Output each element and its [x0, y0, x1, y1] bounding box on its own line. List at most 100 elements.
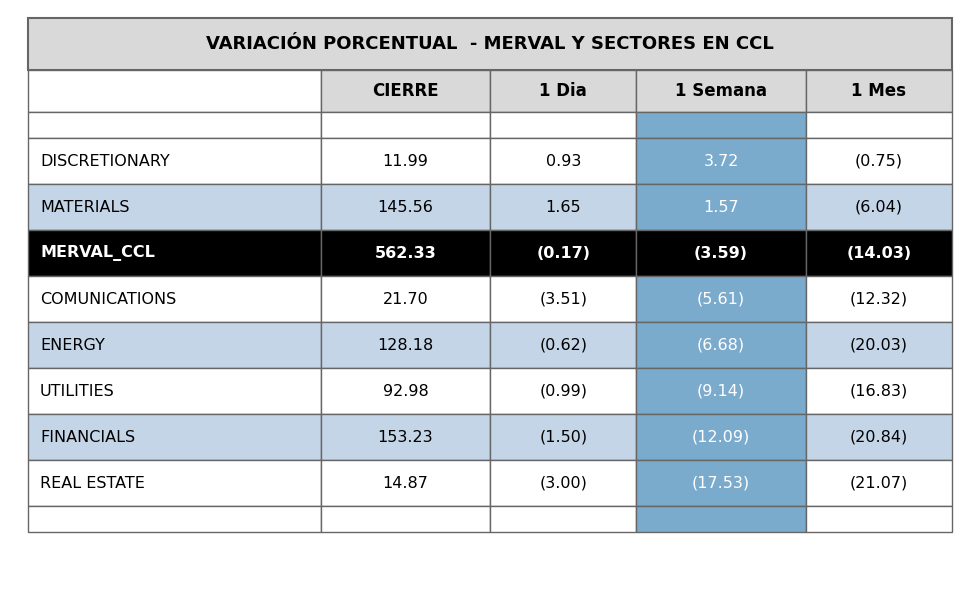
Text: 14.87: 14.87: [382, 475, 428, 490]
Text: 1 Mes: 1 Mes: [852, 82, 906, 100]
Text: (12.32): (12.32): [850, 292, 907, 306]
Bar: [490, 184, 636, 230]
Bar: [28, 230, 321, 276]
Text: 562.33: 562.33: [374, 245, 436, 260]
Bar: [806, 414, 952, 460]
Text: (3.51): (3.51): [539, 292, 587, 306]
Bar: [806, 322, 952, 368]
Bar: [28, 276, 321, 322]
Text: 145.56: 145.56: [377, 199, 433, 214]
Bar: [636, 230, 806, 276]
Bar: [28, 184, 321, 230]
Text: 1.65: 1.65: [546, 199, 581, 214]
Bar: [28, 112, 321, 138]
Bar: [321, 276, 490, 322]
Bar: [321, 112, 490, 138]
Bar: [321, 414, 490, 460]
Bar: [321, 322, 490, 368]
Bar: [490, 70, 636, 112]
Text: FINANCIALS: FINANCIALS: [40, 429, 135, 445]
Text: 153.23: 153.23: [377, 429, 433, 445]
Bar: [806, 112, 952, 138]
Bar: [636, 184, 806, 230]
Text: (0.62): (0.62): [539, 338, 587, 353]
Text: 1 Semana: 1 Semana: [675, 82, 767, 100]
Bar: [636, 322, 806, 368]
Text: (12.09): (12.09): [692, 429, 750, 445]
Text: 1 Dia: 1 Dia: [539, 82, 587, 100]
Text: ENERGY: ENERGY: [40, 338, 105, 353]
Bar: [321, 506, 490, 532]
Text: DISCRETIONARY: DISCRETIONARY: [40, 153, 170, 169]
Bar: [806, 70, 952, 112]
Text: MERVAL_CCL: MERVAL_CCL: [40, 245, 155, 261]
Text: (3.00): (3.00): [539, 475, 587, 490]
Bar: [806, 230, 952, 276]
Text: (0.17): (0.17): [536, 245, 590, 260]
Text: 92.98: 92.98: [382, 384, 428, 399]
Bar: [636, 138, 806, 184]
Bar: [806, 184, 952, 230]
Text: CIERRE: CIERRE: [372, 82, 439, 100]
Bar: [636, 506, 806, 532]
Text: 0.93: 0.93: [546, 153, 581, 169]
Text: 3.72: 3.72: [704, 153, 739, 169]
Bar: [636, 414, 806, 460]
Text: 11.99: 11.99: [382, 153, 428, 169]
Bar: [806, 276, 952, 322]
Bar: [28, 460, 321, 506]
Bar: [28, 506, 321, 532]
Text: MATERIALS: MATERIALS: [40, 199, 129, 214]
Bar: [490, 138, 636, 184]
Text: (16.83): (16.83): [850, 384, 907, 399]
Text: 128.18: 128.18: [377, 338, 433, 353]
Bar: [321, 184, 490, 230]
Text: REAL ESTATE: REAL ESTATE: [40, 475, 145, 490]
Text: UTILITIES: UTILITIES: [40, 384, 115, 399]
Bar: [28, 414, 321, 460]
Text: 21.70: 21.70: [382, 292, 428, 306]
Bar: [636, 112, 806, 138]
Text: (9.14): (9.14): [697, 384, 745, 399]
Text: (6.68): (6.68): [697, 338, 745, 353]
Bar: [490, 322, 636, 368]
Bar: [28, 368, 321, 414]
Bar: [806, 138, 952, 184]
Text: (21.07): (21.07): [850, 475, 907, 490]
Bar: [636, 368, 806, 414]
Bar: [490, 414, 636, 460]
Text: (5.61): (5.61): [697, 292, 745, 306]
Bar: [321, 138, 490, 184]
Bar: [490, 506, 636, 532]
Bar: [636, 460, 806, 506]
Text: (17.53): (17.53): [692, 475, 750, 490]
Bar: [321, 368, 490, 414]
Bar: [321, 230, 490, 276]
Text: VARIACIÓN PORCENTUAL  - MERVAL Y SECTORES EN CCL: VARIACIÓN PORCENTUAL - MERVAL Y SECTORES…: [206, 35, 774, 53]
Text: (14.03): (14.03): [846, 245, 911, 260]
Bar: [321, 70, 490, 112]
Bar: [806, 460, 952, 506]
Bar: [490, 368, 636, 414]
Bar: [490, 112, 636, 138]
Bar: [636, 70, 806, 112]
Bar: [806, 368, 952, 414]
Bar: [28, 70, 321, 112]
Bar: [490, 230, 636, 276]
Text: (1.50): (1.50): [539, 429, 587, 445]
Bar: [28, 138, 321, 184]
Bar: [28, 322, 321, 368]
Text: COMUNICATIONS: COMUNICATIONS: [40, 292, 176, 306]
Text: (0.75): (0.75): [855, 153, 903, 169]
Bar: [28, 18, 952, 70]
Text: (6.04): (6.04): [855, 199, 903, 214]
Bar: [490, 276, 636, 322]
Text: (0.99): (0.99): [539, 384, 587, 399]
Text: (3.59): (3.59): [694, 245, 748, 260]
Bar: [806, 506, 952, 532]
Bar: [490, 460, 636, 506]
Text: 1.57: 1.57: [704, 199, 739, 214]
Bar: [321, 460, 490, 506]
Bar: [636, 276, 806, 322]
Text: (20.03): (20.03): [850, 338, 907, 353]
